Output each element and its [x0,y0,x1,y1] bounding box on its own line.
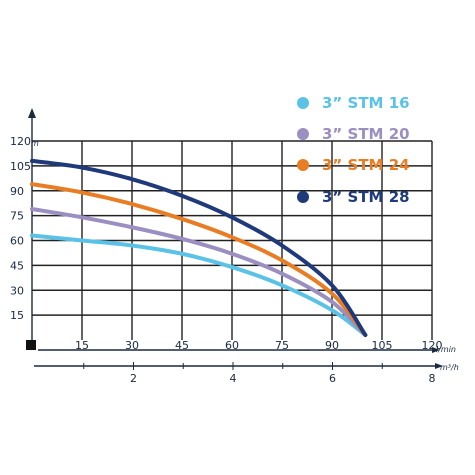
curve-series-2 [30,206,368,338]
x2-tick-label: 8 [429,372,436,385]
x2-tick-label: 2 [130,372,137,385]
legend-entry-1: 3” STM 16 [297,94,410,112]
curve-series-1 [30,233,368,338]
x-tick-label: 60 [225,339,239,352]
x2-tick-label: 4 [230,372,237,385]
x-tick-label: 120 [422,339,443,352]
legend-label: 3” STM 28 [322,188,410,206]
x-axis-arrow [432,347,440,353]
y-tick-label: 30 [10,284,24,297]
y-unit-label: m [31,139,39,148]
x-unit-label: l/min [436,345,456,354]
legend-entry-4: 3” STM 28 [297,188,410,206]
x-tick-label: 30 [125,339,139,352]
curve-series-3 [30,182,368,338]
curves [30,158,368,338]
x2-tick-label: 6 [329,372,336,385]
tick-labels: 15 30 45 60 75 90 105 120 15 30 45 60 75 90 105 120 2 4 6 8… [10,135,459,385]
curve-series-4 [30,158,368,338]
x2-unit-label: m³/h [440,363,459,372]
legend-swatch [297,191,309,203]
y-tick-label: 120 [10,135,31,148]
legend-label: 3” STM 16 [322,94,410,112]
origin-marker [26,340,36,350]
legend-label: 3” STM 20 [322,125,410,143]
legend-swatch [297,97,309,109]
y-tick-label: 75 [10,210,24,223]
legend-entry-3: 3” STM 24 [297,156,410,174]
y-tick-label: 60 [10,235,24,248]
x-tick-label: 90 [325,339,339,352]
y-tick-label: 105 [10,160,31,173]
x-tick-label: 75 [275,339,289,352]
x-tick-label: 45 [175,339,189,352]
y-tick-label: 45 [10,259,24,272]
y-tick-label: 90 [10,185,24,198]
legend-entry-2: 3” STM 20 [297,125,410,143]
axes [26,108,443,370]
legend: 3” STM 16 3” STM 20 3” STM 24 3” STM 28 [297,94,410,206]
legend-swatch [297,128,309,140]
y-tick-label: 15 [10,309,24,322]
legend-label: 3” STM 24 [322,156,410,174]
x-tick-label: 15 [75,339,89,352]
y-axis-arrow [28,108,36,118]
x-tick-label: 105 [372,339,393,352]
x2-axis-arrow [435,363,443,369]
legend-swatch [297,159,309,171]
